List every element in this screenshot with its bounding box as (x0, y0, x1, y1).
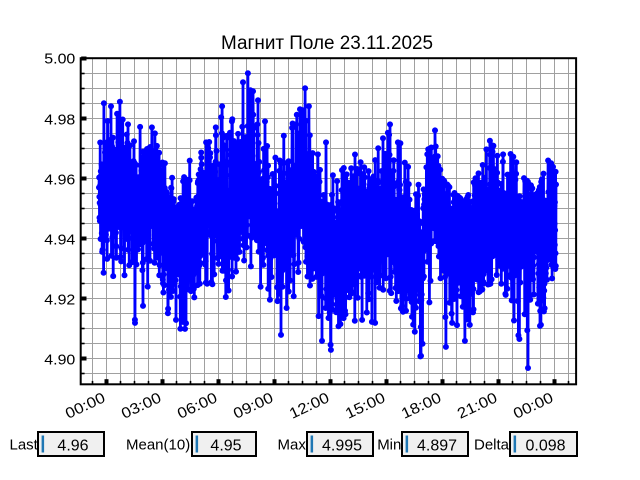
svg-text:4.96: 4.96 (57, 438, 88, 455)
svg-text:Магнит Поле 23.11.2025: Магнит Поле 23.11.2025 (221, 33, 433, 54)
svg-text:Last: Last (10, 437, 39, 454)
svg-text:0.098: 0.098 (525, 438, 565, 455)
svg-text:4.90: 4.90 (44, 352, 75, 369)
svg-text:Mean(10): Mean(10) (126, 437, 190, 454)
svg-text:5.00: 5.00 (44, 50, 75, 67)
svg-text:Min: Min (377, 437, 401, 454)
svg-text:Max: Max (278, 437, 307, 454)
svg-text:4.897: 4.897 (417, 438, 457, 455)
svg-text:4.995: 4.995 (322, 438, 362, 455)
svg-text:4.92: 4.92 (44, 292, 75, 309)
svg-text:4.95: 4.95 (210, 438, 241, 455)
svg-text:4.94: 4.94 (44, 232, 75, 249)
svg-text:4.96: 4.96 (44, 172, 75, 189)
svg-text:4.98: 4.98 (44, 112, 75, 129)
svg-text:Delta: Delta (474, 437, 510, 454)
